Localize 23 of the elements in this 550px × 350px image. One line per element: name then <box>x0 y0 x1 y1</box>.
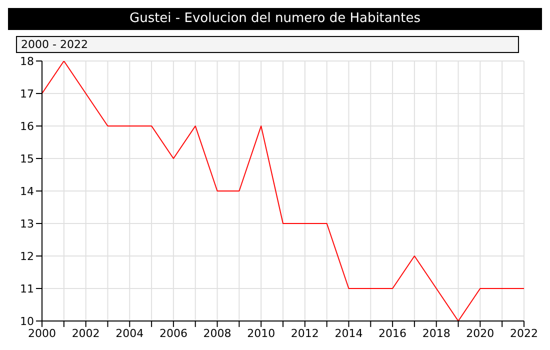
y-tick-label: 18 <box>20 54 34 68</box>
chart-subtitle: 2000 - 2022 <box>16 36 519 53</box>
y-tick-label: 13 <box>20 217 34 230</box>
x-tick-label: 2014 <box>334 326 363 340</box>
x-tick-label: 2018 <box>422 326 450 340</box>
x-tick-label: 2010 <box>247 326 276 340</box>
y-tick-label: 16 <box>20 120 34 133</box>
chart-title: Gustei - Evolucion del numero de Habitantes <box>8 8 542 30</box>
x-tick-label: 2002 <box>72 326 100 340</box>
x-tick-label: 2008 <box>203 326 232 340</box>
y-tick-label: 11 <box>20 282 34 296</box>
x-tick-label: 2006 <box>159 326 188 340</box>
x-tick-label: 2000 <box>28 326 56 340</box>
y-tick-label: 10 <box>20 314 34 328</box>
x-tick-label: 2020 <box>466 326 494 340</box>
x-tick-label: 2012 <box>290 326 319 340</box>
y-tick-label: 12 <box>20 250 34 263</box>
y-tick-label: 17 <box>20 87 34 100</box>
x-tick-label: 2016 <box>378 326 407 340</box>
y-tick-label: 15 <box>20 152 34 166</box>
x-tick-label: 2022 <box>510 326 538 340</box>
y-tick-label: 14 <box>20 184 34 198</box>
x-tick-label: 2004 <box>116 326 144 340</box>
